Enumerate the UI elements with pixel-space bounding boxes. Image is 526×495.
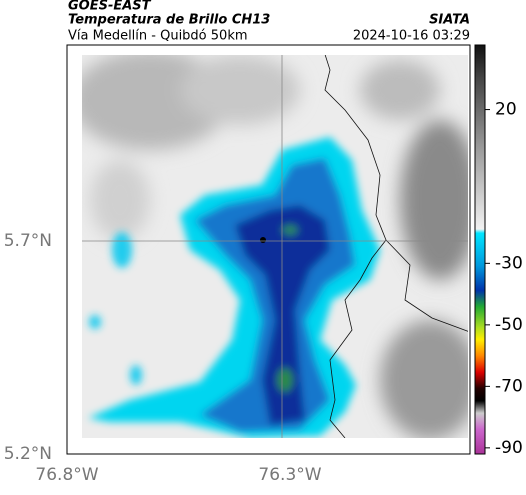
timestamp: 2024-10-16 03:29 [353, 29, 470, 44]
colorbar-tick-label: -30 [495, 253, 523, 273]
lon-tick-label: 76.8°W [35, 465, 98, 485]
colorbar-tick-label: -90 [495, 438, 523, 458]
satellite-image [82, 55, 468, 438]
colorbar-ticks: 20 -30 -50 -70 -90 [485, 100, 523, 458]
source: SIATA [429, 13, 470, 28]
title: Temperatura de Brillo CH13 [68, 13, 270, 28]
lon-tick-label: 76.3°W [258, 465, 321, 485]
lat-tick-label: 5.7°N [4, 231, 52, 251]
lat-tick-label: 5.2°N [4, 444, 52, 464]
colorbar-tick-label: -50 [495, 315, 523, 335]
product: GOES-EAST [68, 0, 152, 14]
colorbar [474, 44, 486, 455]
colorbar-tick-label: -70 [495, 376, 523, 396]
colorbar-tick-label: 20 [495, 100, 517, 120]
subtitle: Vía Medellín - Quibdó 50km [68, 29, 248, 44]
map-frame [66, 44, 471, 455]
